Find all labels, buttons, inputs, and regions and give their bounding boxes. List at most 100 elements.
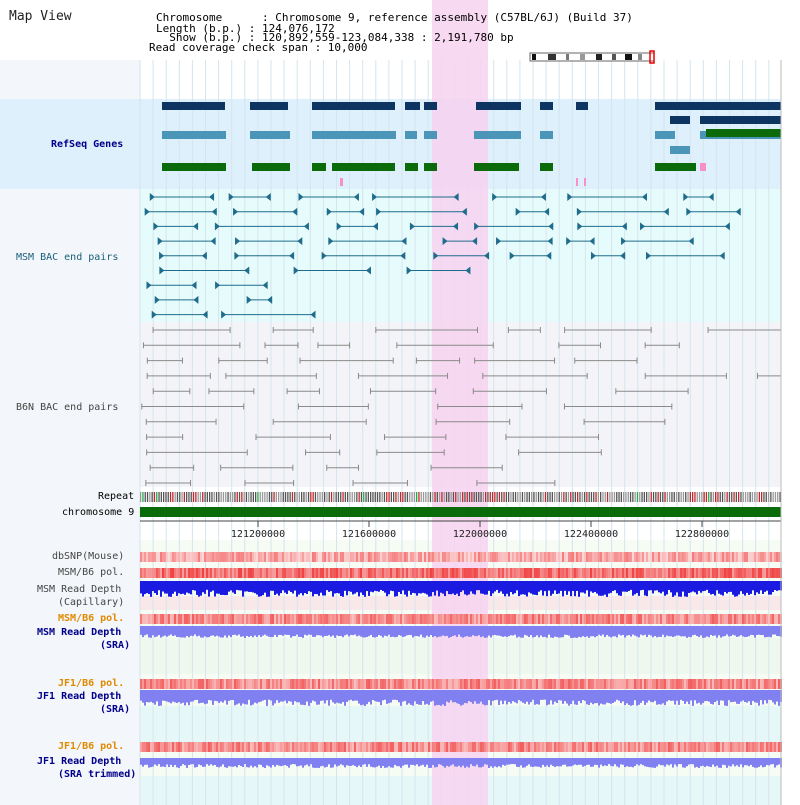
depth-bar xyxy=(460,626,462,637)
track-label-msm-depth-sra[interactable]: MSM Read Depth xyxy=(37,627,122,638)
repeat-feature xyxy=(593,492,595,502)
track-label-msm-depth-capillary[interactable]: MSM Read Depth xyxy=(37,584,122,595)
depth-bar xyxy=(284,626,286,635)
depth-bar xyxy=(358,758,360,766)
heat-cell xyxy=(588,742,590,752)
msm-bac-end xyxy=(663,207,669,216)
depth-bar xyxy=(534,690,536,705)
track-label-msm-pol-2[interactable]: MSM/B6 pol. xyxy=(58,613,125,624)
track-label-msm-bac[interactable]: MSM BAC end pairs xyxy=(16,252,119,263)
heat-cell xyxy=(558,568,560,578)
track-label-repeat[interactable]: Repeat xyxy=(98,491,135,502)
heat-cell xyxy=(336,742,338,752)
depth-bar xyxy=(346,581,348,596)
heat-cell xyxy=(232,742,234,752)
heat-cell xyxy=(726,614,728,624)
track-label-chromosome[interactable]: chromosome 9 xyxy=(62,507,135,518)
heat-cell xyxy=(326,679,328,689)
heat-cell xyxy=(148,679,150,689)
depth-bar xyxy=(154,758,156,765)
heat-cell xyxy=(486,552,488,562)
heat-cell xyxy=(598,614,600,624)
heat-cell xyxy=(668,552,670,562)
depth-bar xyxy=(640,690,642,703)
repeat-feature xyxy=(491,492,494,502)
heat-cell xyxy=(174,679,176,689)
depth-bar xyxy=(414,626,416,637)
chromosome-bar xyxy=(140,507,781,517)
heat-cell xyxy=(644,568,646,578)
heat-cell xyxy=(288,614,290,624)
msm-bac-end xyxy=(496,237,502,246)
depth-bar xyxy=(516,626,518,638)
depth-bar xyxy=(420,581,422,594)
heat-cell xyxy=(506,568,508,578)
heat-cell xyxy=(736,679,738,689)
heat-cell xyxy=(342,568,344,578)
heat-cell xyxy=(376,679,378,689)
heat-cell xyxy=(352,614,354,624)
depth-bar xyxy=(440,626,442,637)
repeat-feature xyxy=(632,492,634,502)
repeat-feature xyxy=(597,492,599,502)
heat-cell xyxy=(530,552,532,562)
track-label-jf1-depth-sra[interactable]: JF1 Read Depth xyxy=(37,691,122,702)
depth-bar xyxy=(572,626,574,638)
heat-cell xyxy=(532,568,534,578)
heat-cell xyxy=(220,742,222,752)
track-label-b6n-bac[interactable]: B6N BAC end pairs xyxy=(16,402,119,413)
depth-bar xyxy=(630,758,632,767)
depth-bar xyxy=(694,690,696,701)
heat-cell xyxy=(380,614,382,624)
track-label-jf1-depth-trim[interactable]: JF1 Read Depth xyxy=(37,756,122,767)
depth-bar xyxy=(296,626,298,635)
ruler-tick-label: 122400000 xyxy=(564,529,618,540)
depth-bar xyxy=(700,690,702,705)
heat-cell xyxy=(430,742,432,752)
depth-bar xyxy=(536,626,538,636)
depth-bar xyxy=(772,626,774,635)
depth-bar xyxy=(146,758,148,765)
heat-cell xyxy=(634,742,636,752)
depth-bar xyxy=(550,690,552,701)
depth-bar xyxy=(452,626,454,636)
depth-bar xyxy=(576,581,578,591)
heat-cell xyxy=(748,568,750,578)
heat-cell xyxy=(774,614,776,624)
depth-bar xyxy=(778,690,780,706)
heat-cell xyxy=(230,742,232,752)
depth-bar xyxy=(310,626,312,635)
depth-bar xyxy=(664,581,666,596)
track-label-jf1-pol-2[interactable]: JF1/B6 pol. xyxy=(58,741,125,752)
heat-cell xyxy=(310,568,312,578)
depth-bar xyxy=(646,758,648,767)
depth-bar xyxy=(190,581,192,595)
heat-cell xyxy=(436,552,438,562)
track-label-jf1-pol-1[interactable]: JF1/B6 pol. xyxy=(58,678,125,689)
heat-cell xyxy=(320,568,322,578)
depth-bar xyxy=(444,581,446,597)
depth-bar xyxy=(354,690,356,701)
repeat-feature xyxy=(510,492,512,502)
heat-cell xyxy=(204,679,206,689)
heat-cell xyxy=(220,552,222,562)
track-label-refseq[interactable]: RefSeq Genes xyxy=(51,139,124,150)
depth-bar xyxy=(534,626,536,637)
heat-cell xyxy=(688,742,690,752)
depth-bar xyxy=(588,626,590,638)
track-label-dbsnp[interactable]: dbSNP(Mouse) xyxy=(52,551,125,562)
depth-bar xyxy=(162,626,164,637)
gene-feature xyxy=(540,131,553,139)
depth-bar xyxy=(334,626,336,638)
heat-cell xyxy=(540,742,542,752)
depth-bar xyxy=(534,581,536,595)
heat-cell xyxy=(752,742,754,752)
depth-bar xyxy=(488,581,490,591)
heat-cell xyxy=(690,552,692,562)
heat-cell xyxy=(694,552,696,562)
depth-bar xyxy=(260,758,262,765)
depth-bar xyxy=(526,690,528,702)
heat-cell xyxy=(362,568,364,578)
track-label-msm-pol-1[interactable]: MSM/B6 pol. xyxy=(58,567,125,578)
